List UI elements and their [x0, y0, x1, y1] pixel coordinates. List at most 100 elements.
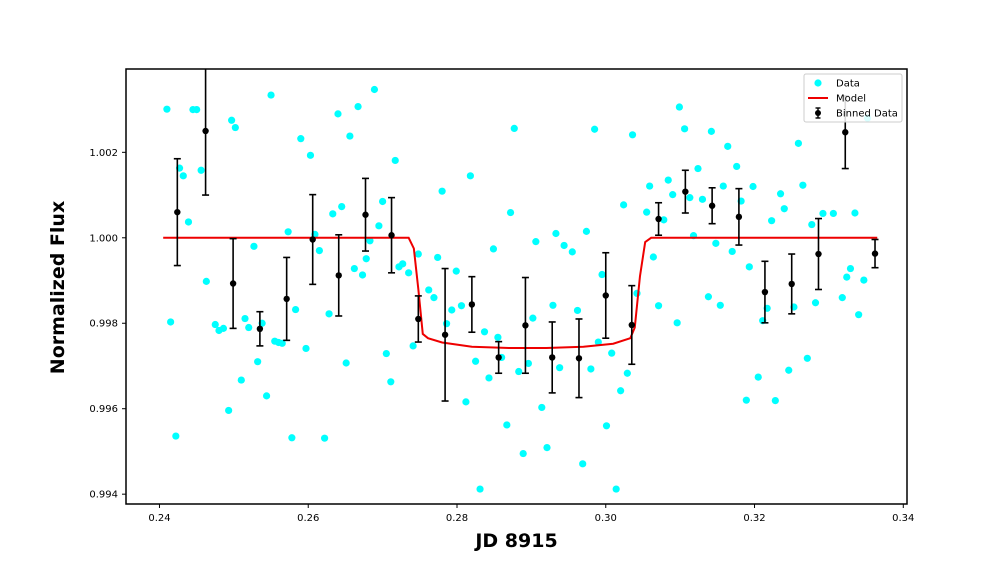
data-point [749, 182, 757, 191]
data-point [506, 208, 515, 217]
plot-frame [125, 68, 908, 505]
data-point [591, 125, 599, 133]
legend-swatch-data [814, 79, 822, 87]
data-point [829, 209, 837, 218]
data-point [780, 205, 788, 213]
data-point [579, 460, 587, 468]
data-point [503, 421, 511, 429]
data-point [519, 449, 527, 458]
binned-point [388, 196, 396, 274]
data-point [628, 131, 637, 139]
data-point [716, 301, 724, 309]
data-point [620, 201, 628, 209]
data-point [808, 220, 816, 229]
data-point [582, 227, 591, 235]
data-point [698, 195, 707, 203]
data-point [430, 294, 438, 302]
legend-label-model: Model [836, 94, 866, 105]
data-point [560, 241, 568, 250]
data-point [291, 305, 300, 314]
data-point [794, 139, 803, 147]
binned-point [735, 187, 743, 246]
data-point [211, 320, 219, 329]
data-point [602, 422, 611, 430]
data-point [462, 398, 470, 406]
data-point [649, 253, 657, 261]
data-point [414, 250, 422, 258]
data-point [686, 194, 694, 202]
x-tick-label: 0.34 [892, 513, 914, 524]
data-point [370, 85, 379, 94]
data-point [803, 354, 811, 362]
data-point [860, 276, 868, 284]
data-point [673, 319, 681, 327]
data-point [494, 333, 502, 341]
data-point [197, 166, 205, 174]
legend-label-data: Data [836, 79, 860, 90]
binned-point [495, 340, 503, 375]
data-point [745, 263, 753, 271]
binned-point [708, 186, 716, 225]
binned-point [173, 157, 181, 267]
binned-point [283, 256, 291, 342]
binned-point [256, 310, 264, 347]
data-point [466, 172, 474, 180]
x-tick-label: 0.30 [595, 513, 617, 524]
data-point [811, 299, 820, 307]
binned-point [441, 267, 449, 402]
data-point [681, 125, 689, 133]
data-point [245, 323, 253, 332]
data-point [543, 443, 551, 452]
data-point [193, 105, 201, 114]
x-tick-label: 0.32 [743, 513, 765, 524]
data-point [379, 197, 387, 206]
data-point [664, 176, 672, 184]
data-point [712, 239, 720, 247]
data-point [338, 202, 346, 211]
binned-point [202, 69, 210, 196]
data-point [654, 302, 663, 310]
data-point [855, 311, 863, 319]
data-point [452, 267, 460, 275]
data-point [728, 247, 736, 256]
plot-area [163, 69, 879, 493]
data-point [846, 264, 855, 273]
data-point [594, 338, 602, 346]
data-point [358, 271, 367, 279]
data-point [320, 434, 329, 442]
y-tick-label: 0.998 [89, 319, 118, 330]
data-point [284, 228, 292, 236]
x-tick-label: 0.26 [297, 513, 319, 524]
data-point [489, 245, 498, 253]
data-point [568, 248, 576, 256]
legend: Data Model Binned Data [803, 73, 903, 123]
data-point [334, 110, 342, 118]
data-point [707, 127, 715, 135]
data-point [669, 191, 677, 199]
data-point [733, 162, 741, 171]
legend-label-binned: Binned Data [836, 109, 898, 120]
binned-point [602, 251, 610, 340]
data-point [675, 103, 683, 111]
data-point [167, 318, 175, 326]
binned-point [521, 276, 529, 375]
binned-point [548, 321, 556, 394]
y-axis-label: Normalized Flux [47, 201, 69, 374]
binned-point [814, 217, 822, 291]
data-point [724, 142, 732, 150]
data-point [646, 182, 654, 190]
data-point [225, 406, 233, 415]
data-point [405, 269, 413, 277]
data-point [375, 222, 383, 230]
data-point [254, 358, 262, 366]
data-point [785, 366, 793, 374]
data-point [346, 132, 354, 140]
data-point [719, 182, 727, 190]
data-point [278, 339, 286, 347]
data-point [660, 216, 668, 224]
data-point [799, 181, 807, 189]
binned-point [761, 260, 769, 324]
data-point [573, 306, 582, 315]
data-point [306, 151, 315, 159]
data-point [237, 376, 245, 384]
